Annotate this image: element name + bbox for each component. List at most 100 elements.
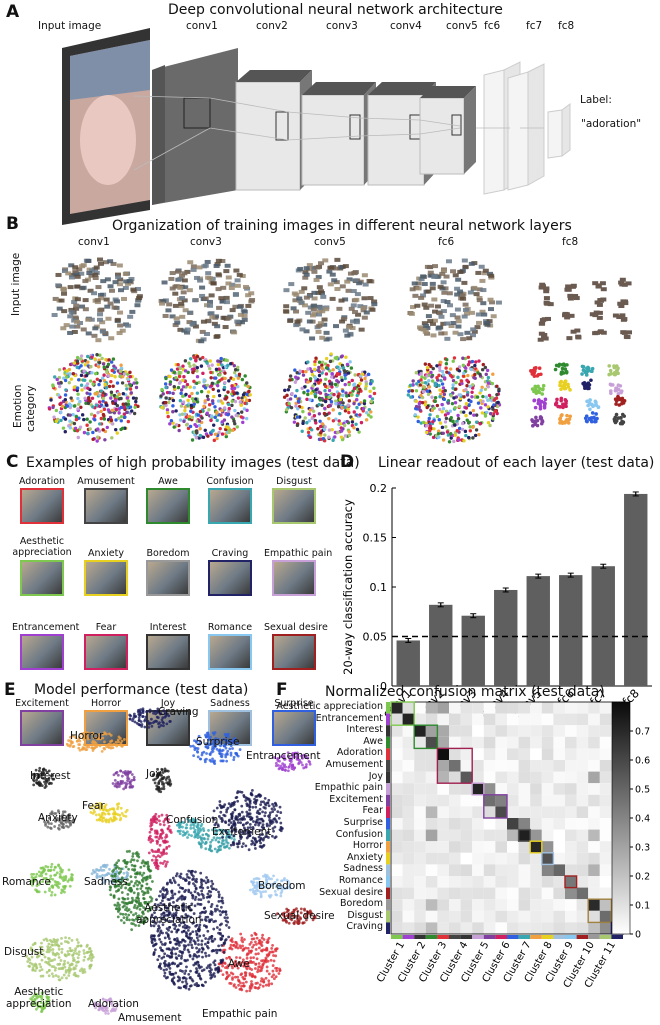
panel-c-title: Examples of high probability images (tes…: [26, 455, 360, 471]
matrix-cell: [530, 783, 542, 795]
matrix-cell: [402, 876, 415, 888]
matrix-cell: [483, 783, 496, 795]
matrix-cell: [495, 852, 507, 865]
column-label-fc6: fc6: [438, 236, 455, 248]
column-label-conv1: conv1: [78, 236, 110, 248]
matrix-cell: [530, 922, 542, 934]
matrix-cell: [507, 771, 519, 784]
emotion-label-confusion: Confusion: [166, 814, 219, 826]
panel-e-letter: E: [4, 680, 16, 700]
row-color-swatch: [386, 794, 390, 807]
matrix-cell: [530, 771, 542, 784]
row-color-swatch: [386, 783, 390, 795]
matrix-cell: [553, 864, 565, 876]
matrix-cell: [553, 852, 565, 865]
matrix-cell: [518, 702, 531, 714]
label-value: "adoration": [581, 118, 642, 130]
matrix-cell: [425, 910, 438, 923]
matrix-cell: [553, 771, 565, 784]
matrix-cell: [541, 841, 554, 853]
matrix-cell: [414, 818, 426, 830]
example-thumb-craving: [208, 560, 252, 596]
matrix-cell: [507, 760, 519, 772]
matrix-cell: [391, 806, 403, 818]
row-color-swatch: [386, 736, 390, 749]
matrix-cell: [425, 852, 438, 865]
emotion-label-joy: Joy: [146, 768, 162, 780]
matrix-cell: [599, 852, 612, 865]
matrix-cell: [518, 818, 531, 830]
matrix-cell: [460, 910, 473, 923]
matrix-cell: [402, 806, 415, 818]
matrix-cell: [530, 829, 542, 842]
row-label-disgust: Disgust: [347, 909, 383, 921]
matrix-cell: [495, 806, 507, 818]
matrix-cell: [425, 876, 438, 888]
matrix-cell: [472, 829, 484, 842]
emotion-label-anxiety: Anxiety: [38, 812, 78, 824]
matrix-cell: [588, 771, 600, 784]
matrix-cell: [530, 864, 542, 876]
matrix-cell: [565, 876, 577, 888]
matrix-cell: [576, 748, 589, 760]
matrix-cell: [599, 748, 612, 760]
matrix-cell: [565, 725, 577, 737]
matrix-cell: [565, 713, 577, 726]
row-color-swatch: [386, 806, 390, 818]
matrix-cell: [391, 748, 403, 760]
matrix-cell: [599, 783, 612, 795]
col-color-swatch: [588, 935, 600, 939]
matrix-cell: [472, 771, 484, 784]
matrix-cell: [472, 887, 484, 900]
matrix-cell: [425, 713, 438, 726]
matrix-cell: [507, 910, 519, 923]
example-thumb-aesthetic-appreciation: [20, 560, 64, 596]
matrix-cell: [414, 771, 426, 784]
matrix-cell: [518, 736, 531, 749]
column-label-fc8: fc8: [562, 236, 579, 248]
col-color-swatch: [565, 935, 577, 939]
cluster-box-1: [390, 701, 415, 726]
cluster-cloud-12: [29, 862, 74, 897]
col-color-swatch: [460, 935, 473, 939]
matrix-cell: [518, 725, 531, 737]
matrix-cell: [553, 910, 565, 923]
matrix-cell: [565, 829, 577, 842]
example-label-fear: Fear: [95, 622, 117, 633]
cluster-cloud-16: [25, 936, 95, 982]
matrix-cell: [507, 899, 519, 911]
cluster-box-10: [587, 898, 613, 924]
matrix-cell: [576, 713, 589, 726]
col-color-swatch: [391, 935, 403, 939]
row-color-swatch: [386, 922, 390, 934]
colorbar-tick-label: 0.5: [635, 785, 650, 796]
matrix-cell: [391, 818, 403, 830]
layer-label-fc7: fc7: [526, 20, 543, 32]
matrix-cell: [391, 760, 403, 772]
matrix-cell: [391, 783, 403, 795]
matrix-cell: [541, 794, 554, 807]
matrix-cell: [599, 702, 612, 714]
category-cloud-conv3: [158, 353, 252, 443]
emotion-label-disgust: Disgust: [4, 946, 44, 958]
matrix-cell: [391, 702, 403, 714]
category-cloud-fc6: [406, 355, 502, 444]
matrix-cell: [588, 922, 600, 934]
matrix-cell: [541, 760, 554, 772]
accuracy-bar-chart: 0 0.05 0.1 0.15 0.2 20-way classification acc…: [341, 482, 652, 721]
col-color-swatch: [425, 935, 438, 939]
matrix-cell: [483, 794, 496, 807]
matrix-cell: [599, 736, 612, 749]
emotion-label-horror: Horror: [70, 730, 104, 742]
matrix-cell: [449, 713, 461, 726]
matrix-cell: [460, 725, 473, 737]
matrix-cell: [472, 922, 484, 934]
matrix-cell: [449, 748, 461, 760]
matrix-cell: [553, 922, 565, 934]
example-thumb-adoration: [20, 488, 64, 524]
matrix-cell: [507, 748, 519, 760]
example-thumb-boredom: [146, 560, 190, 596]
y-tick-label: 0.2: [370, 482, 388, 495]
category-cloud-fc8: [529, 362, 627, 428]
matrix-cell: [391, 876, 403, 888]
